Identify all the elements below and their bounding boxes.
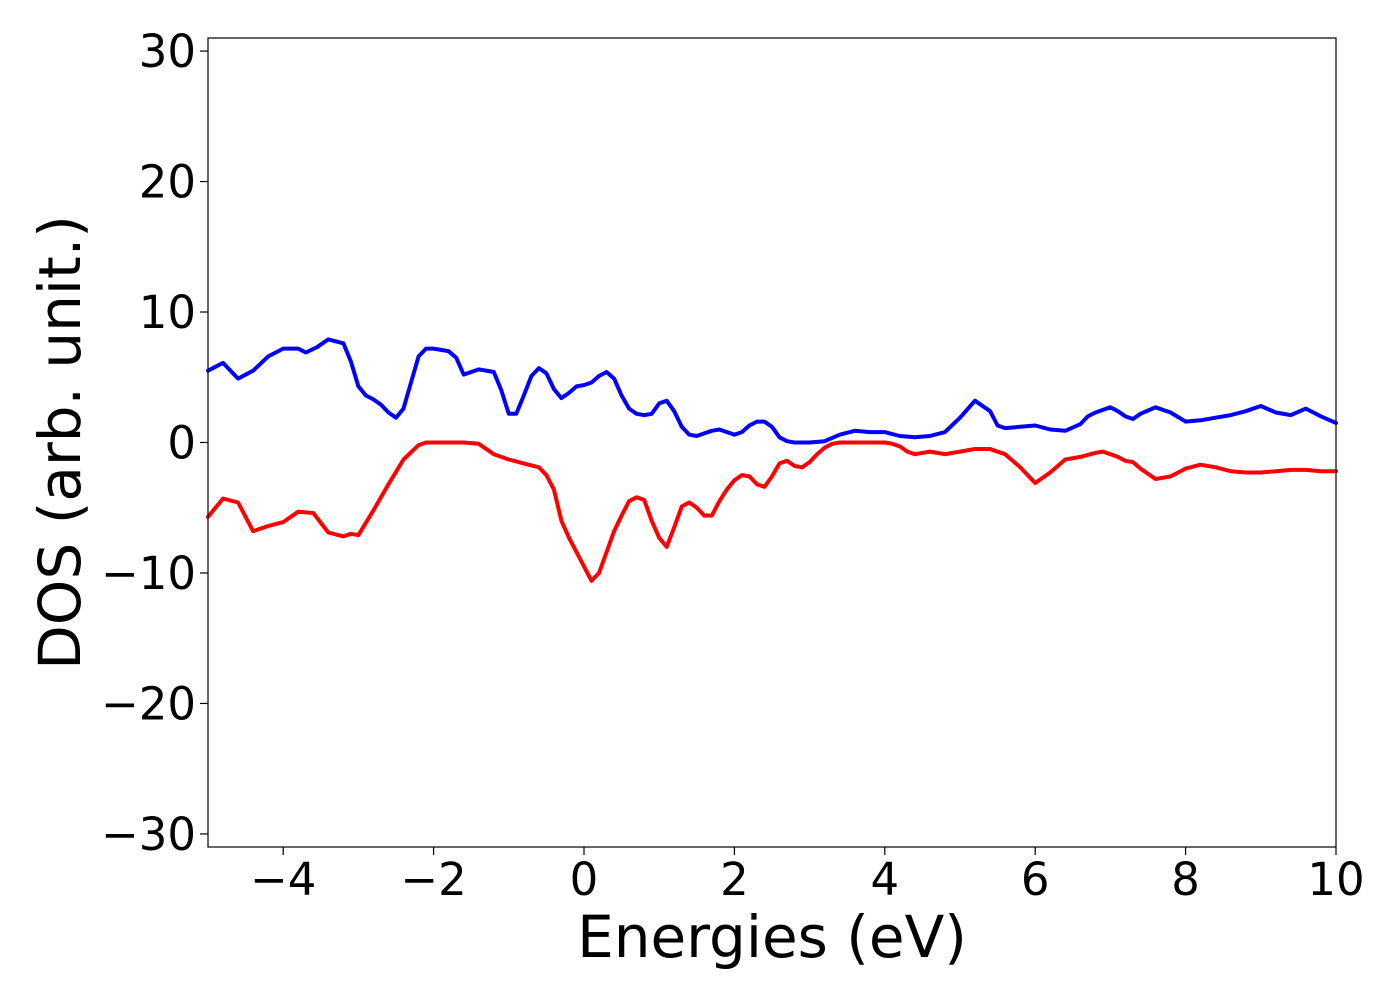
series-line-1 (206, 337, 1338, 445)
x-tick-label: 2 (720, 853, 749, 906)
y-tick-label: −10 (101, 547, 196, 600)
x-tick-label: 8 (1171, 853, 1200, 906)
series-layer (206, 337, 1338, 583)
x-tick-label: −2 (400, 853, 466, 906)
y-tick-label: −20 (101, 677, 196, 730)
x-axis-label: Energies (eV) (577, 903, 967, 971)
y-tick-label: 30 (139, 25, 196, 78)
x-tick-label: 0 (570, 853, 599, 906)
y-tick-label: −30 (101, 808, 196, 861)
series-line-2 (206, 440, 1338, 583)
y-tick-label: 10 (139, 286, 196, 339)
x-axis-ticks: −4 −2 0 2 4 6 8 10 (250, 847, 1365, 906)
y-tick-label: 20 (139, 156, 196, 209)
x-tick-label: −4 (250, 853, 316, 906)
x-tick-label: 4 (870, 853, 899, 906)
x-tick-label: 10 (1307, 853, 1364, 906)
x-tick-label: 6 (1021, 853, 1050, 906)
y-axis-ticks: −30 −20 −10 0 10 20 30 (101, 25, 208, 861)
y-axis-label: DOS (arb. unit.) (26, 215, 94, 670)
plot-frame (207, 37, 1337, 848)
y-tick-label: 0 (167, 417, 196, 470)
